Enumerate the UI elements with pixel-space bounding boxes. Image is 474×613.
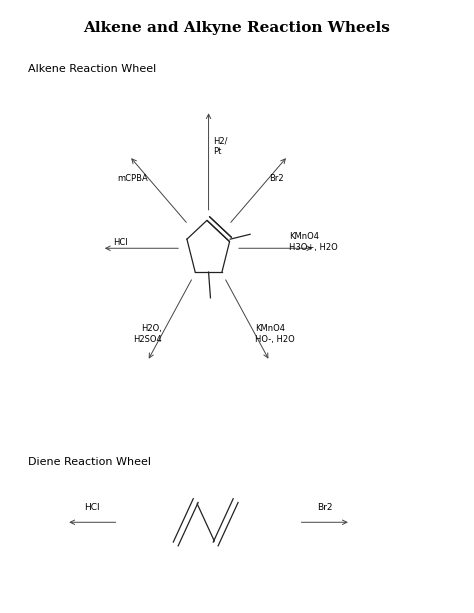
Text: Alkene and Alkyne Reaction Wheels: Alkene and Alkyne Reaction Wheels xyxy=(83,21,391,36)
Text: H2/
Pt: H2/ Pt xyxy=(213,136,228,156)
Text: HCl: HCl xyxy=(114,238,128,246)
Text: mCPBA: mCPBA xyxy=(117,175,148,183)
Text: Br2: Br2 xyxy=(269,175,284,183)
Text: Br2: Br2 xyxy=(317,503,332,512)
Text: Diene Reaction Wheel: Diene Reaction Wheel xyxy=(28,457,151,466)
Text: Alkene Reaction Wheel: Alkene Reaction Wheel xyxy=(28,64,157,74)
Text: HCl: HCl xyxy=(85,503,100,512)
Text: KMnO4
H3O+, H2O: KMnO4 H3O+, H2O xyxy=(289,232,337,252)
Text: KMnO4
HO-, H2O: KMnO4 HO-, H2O xyxy=(255,324,295,345)
Text: H2O,
H2SO4: H2O, H2SO4 xyxy=(133,324,162,345)
